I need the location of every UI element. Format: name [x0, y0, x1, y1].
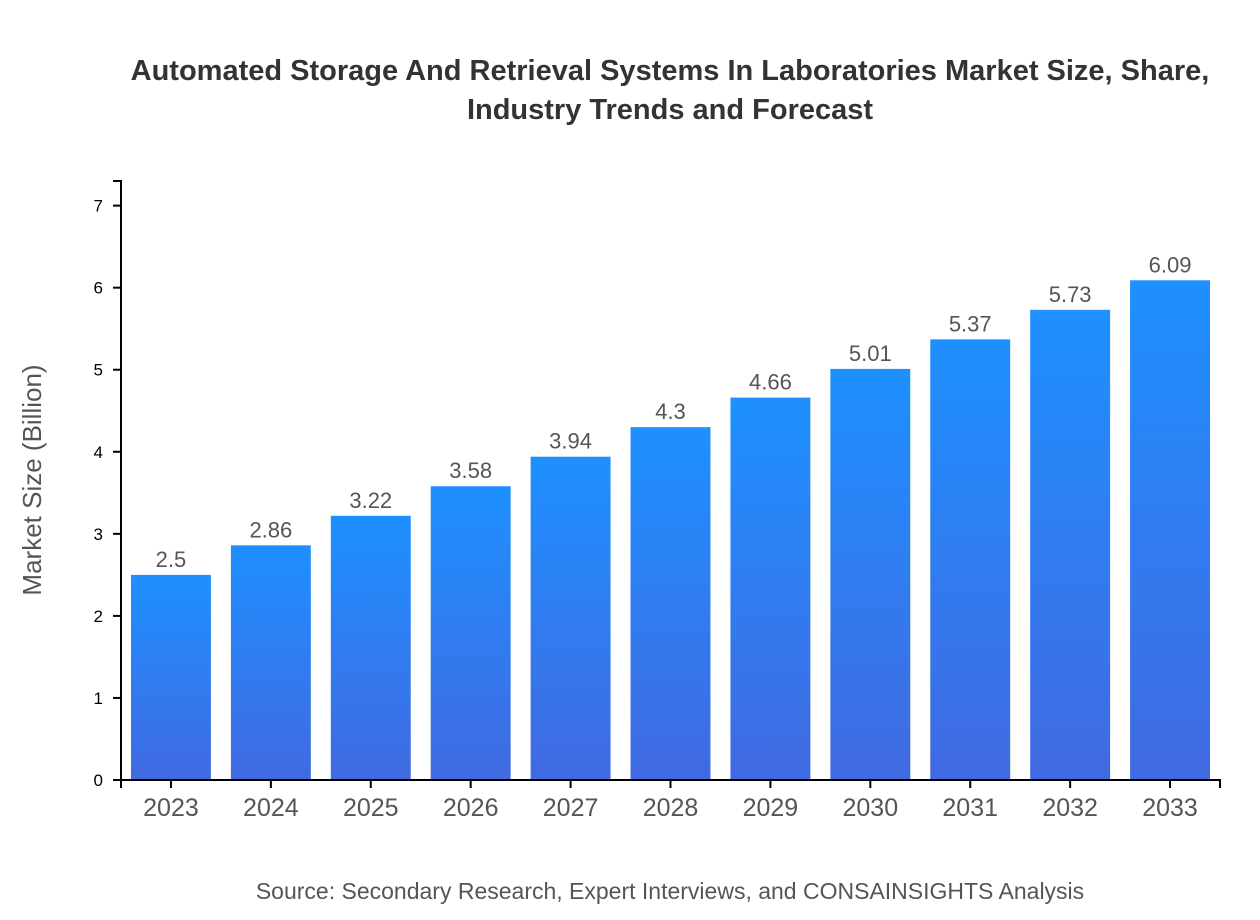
- data-label-2033: 6.09: [1149, 252, 1192, 277]
- x-tick-label-2025: 2025: [343, 794, 399, 822]
- bar-2024: [230, 545, 311, 780]
- y-tick-label-5: 5: [94, 361, 103, 380]
- y-axis-line: [113, 180, 122, 781]
- x-tick-label-2031: 2031: [942, 794, 998, 822]
- bars-group: 2.5 2.86 3.22 3.58 3.94 4.3 4.66 5.01 5.37 5.73 6.…: [130, 252, 1211, 780]
- y-tick-label-7: 7: [94, 197, 103, 216]
- data-label-2029: 4.66: [749, 370, 792, 395]
- x-tick-label-2028: 2028: [643, 794, 699, 822]
- x-tick-label-2024: 2024: [243, 794, 299, 822]
- x-tick-label-2027: 2027: [543, 794, 599, 822]
- data-label-2027: 3.94: [549, 429, 592, 454]
- bar-2028: [630, 427, 711, 780]
- data-label-2032: 5.73: [1049, 282, 1092, 307]
- x-axis-line: [120, 779, 1221, 788]
- bar-2023: [130, 574, 211, 780]
- bar-2029: [730, 397, 811, 780]
- x-tick-label-2026: 2026: [443, 794, 499, 822]
- data-label-2028: 4.3: [655, 399, 686, 424]
- data-label-2030: 5.01: [849, 341, 892, 366]
- y-axis-label: Market Size (Billion): [17, 364, 47, 595]
- bar-2031: [930, 339, 1011, 780]
- x-tick-label-2023: 2023: [143, 794, 199, 822]
- y-tick-label-3: 3: [94, 525, 103, 544]
- source-note: Source: Secondary Research, Expert Inter…: [256, 878, 1084, 904]
- chart-title-line-1: Automated Storage And Retrieval Systems …: [131, 55, 1210, 87]
- x-tick-label-2029: 2029: [743, 794, 799, 822]
- x-tick-label-2032: 2032: [1042, 794, 1098, 822]
- y-tick-label-1: 1: [94, 689, 103, 708]
- y-tick-label-2: 2: [94, 607, 103, 626]
- bar-2033: [1130, 280, 1211, 780]
- y-tick-label-0: 0: [94, 771, 103, 790]
- bar-2026: [430, 486, 511, 780]
- y-tick-label-4: 4: [94, 443, 103, 462]
- bar-2025: [330, 515, 411, 780]
- y-tick-label-6: 6: [94, 279, 103, 298]
- bar-2030: [830, 368, 911, 780]
- data-label-2025: 3.22: [349, 488, 392, 513]
- bar-2027: [530, 456, 611, 780]
- data-label-2024: 2.86: [249, 517, 292, 542]
- data-label-2026: 3.58: [449, 458, 492, 483]
- data-label-2031: 5.37: [949, 311, 992, 336]
- chart-title-line-2: Industry Trends and Forecast: [467, 94, 873, 126]
- x-tick-label-2033: 2033: [1142, 794, 1198, 822]
- data-label-2023: 2.5: [156, 547, 187, 572]
- axes-group: 2023 2024 2025 2026 2027 2028 2029 2030 2031 2032…: [94, 180, 1221, 822]
- bar-2032: [1030, 309, 1111, 780]
- x-tick-label-2030: 2030: [843, 794, 899, 822]
